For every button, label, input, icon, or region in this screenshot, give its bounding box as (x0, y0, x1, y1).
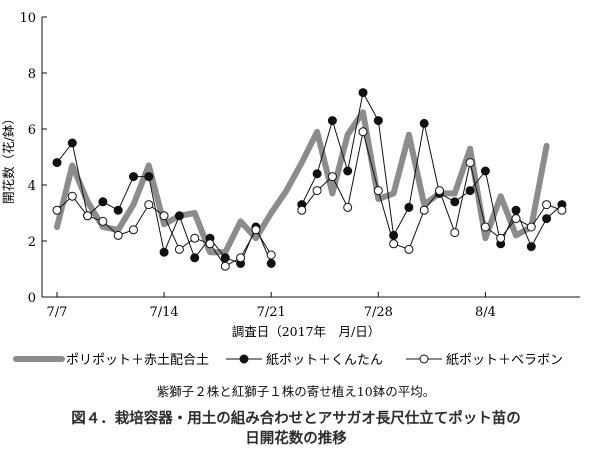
data-point (419, 118, 429, 128)
data-point (373, 116, 383, 126)
y-tick-label: 4 (28, 179, 36, 194)
data-point (358, 88, 368, 98)
data-point (67, 191, 77, 201)
data-point (312, 186, 322, 196)
data-point (129, 225, 138, 235)
series-1 (54, 109, 550, 256)
plot-area (52, 88, 567, 271)
data-point (358, 127, 368, 137)
legend-swatch-open-circle (419, 354, 429, 364)
data-point (67, 138, 77, 148)
legend-label: ポリポット＋赤土配合土 (66, 353, 209, 368)
figure-caption-line-1: 図４．栽培容器・用土の組み合わせとアサガオ長尺仕立てポット苗の (71, 411, 521, 427)
legend-swatch-filled-circle (239, 354, 249, 364)
data-point (435, 186, 444, 196)
data-point (144, 172, 154, 182)
data-point (526, 222, 536, 232)
data-point (159, 211, 169, 221)
data-point (480, 222, 490, 232)
line-chart: 0 2 4 6 8 10 7/7 7/14 7/21 7/28 8/4 開花数（花/鉢） 調査日（… (1, 11, 580, 368)
data-point (98, 216, 108, 226)
data-point (174, 211, 184, 221)
data-point (327, 172, 337, 182)
data-point (205, 239, 215, 249)
y-axis-label: 開花数（花/鉢） (1, 112, 16, 204)
legend-label: 紙ポット＋くんたん (266, 353, 383, 368)
data-point (419, 205, 429, 215)
series-2 (52, 88, 567, 268)
legend-label: 紙ポット＋ベラボン (446, 353, 563, 368)
data-point (450, 228, 460, 238)
data-point (389, 239, 399, 249)
x-axis-label: 調査日（2017年 月/日） (232, 324, 381, 339)
data-point (496, 233, 506, 243)
data-point (113, 205, 123, 215)
x-tick-label: 8/4 (475, 305, 496, 320)
data-point (542, 200, 552, 210)
data-point (343, 166, 353, 176)
data-point (404, 244, 414, 254)
data-point (480, 166, 490, 176)
data-point (542, 214, 552, 224)
series-3 (52, 127, 567, 271)
figure-caption-line-2: 日開花数の推移 (245, 431, 347, 447)
data-point (159, 247, 169, 257)
y-tick-label: 10 (19, 11, 36, 26)
data-point (343, 202, 353, 212)
y-tick-label: 6 (28, 123, 36, 138)
data-point (450, 197, 460, 207)
data-point (511, 205, 521, 215)
data-point (52, 158, 62, 168)
chart-note: 紫獅子２株と紅獅子１株の寄せ植え10鉢の平均。 (156, 384, 436, 399)
x-axis-ticks: 7/7 7/14 7/21 7/28 8/4 (47, 292, 496, 320)
data-point (465, 186, 475, 196)
data-point (98, 197, 108, 207)
data-point (220, 253, 230, 263)
data-point (511, 214, 521, 224)
data-point (266, 250, 276, 260)
data-point (144, 200, 154, 210)
data-point (557, 205, 567, 215)
data-point (465, 158, 475, 168)
x-tick-label: 7/7 (47, 305, 68, 320)
data-point (220, 261, 230, 271)
x-tick-label: 7/14 (149, 305, 178, 320)
data-point (327, 116, 337, 126)
y-tick-label: 2 (28, 235, 36, 250)
chart-axes (41, 17, 580, 298)
data-point (404, 202, 414, 212)
data-point (83, 211, 93, 221)
y-tick-label: 0 (28, 291, 36, 306)
data-point (190, 253, 200, 263)
x-tick-label: 7/21 (257, 305, 286, 320)
data-point (174, 244, 184, 254)
legend: ポリポット＋赤土配合土 紙ポット＋くんたん 紙ポット＋ベラボン (13, 353, 563, 368)
data-point (297, 205, 307, 215)
data-point (236, 253, 246, 263)
data-point (190, 233, 200, 243)
data-point (52, 205, 62, 215)
data-point (113, 230, 123, 240)
x-tick-label: 7/28 (364, 305, 393, 320)
data-point (266, 258, 276, 268)
data-point (129, 172, 138, 182)
y-tick-label: 8 (28, 67, 36, 82)
series-line-thick (54, 109, 550, 256)
y-axis-ticks: 0 2 4 6 8 10 (19, 11, 47, 306)
data-point (526, 242, 536, 252)
data-point (251, 225, 261, 235)
data-point (373, 186, 383, 196)
data-point (312, 169, 322, 179)
